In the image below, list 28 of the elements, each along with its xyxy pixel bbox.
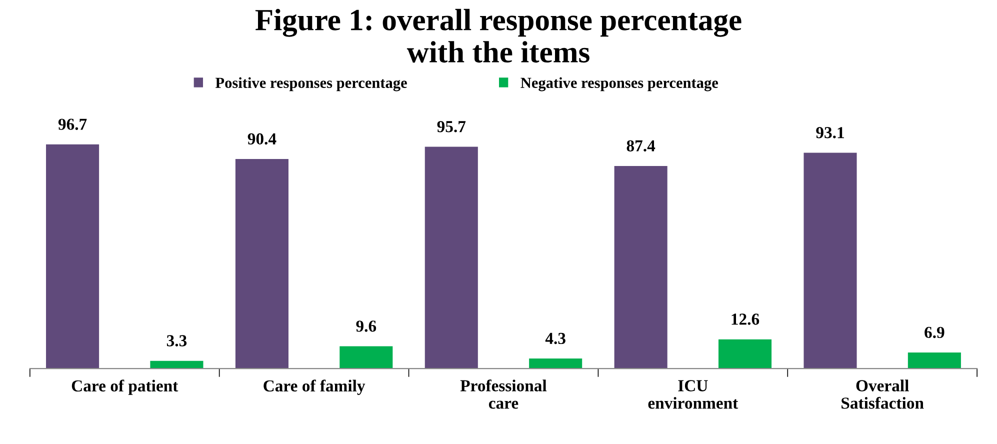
- data-label: 87.4: [626, 140, 656, 152]
- chart-title: Figure 1: overall response percentage with the items: [255, 8, 742, 63]
- legend-label: Negative responses percentage: [520, 77, 718, 92]
- data-label: 96.7: [58, 118, 87, 130]
- x-tick-label: ICU environment: [648, 380, 738, 409]
- x-tick-label: Professional care: [460, 379, 547, 409]
- bar: [908, 352, 961, 369]
- x-tick-label: Care of patient: [72, 380, 178, 395]
- data-label: 90.4: [248, 133, 276, 145]
- data-label: 9.6: [356, 320, 376, 332]
- bar: [235, 159, 288, 369]
- x-tick-label: Care of family: [264, 380, 366, 395]
- data-label: 93.1: [816, 127, 844, 138]
- bar: [614, 166, 668, 369]
- data-label: 3.3: [166, 335, 187, 346]
- bar: [46, 144, 100, 369]
- data-label: 12.6: [732, 314, 760, 325]
- bar: [718, 339, 772, 369]
- bar: [529, 358, 582, 369]
- bar: [424, 146, 478, 369]
- legend-label: Positive responses percentage: [215, 77, 407, 92]
- bar: [150, 360, 204, 369]
- data-label: 6.9: [924, 326, 944, 338]
- bar: [340, 346, 393, 369]
- bar: [804, 152, 857, 369]
- x-tick-label: Overall Satisfaction: [842, 380, 924, 409]
- data-label: 95.7: [437, 121, 466, 132]
- data-label: 4.3: [545, 332, 566, 344]
